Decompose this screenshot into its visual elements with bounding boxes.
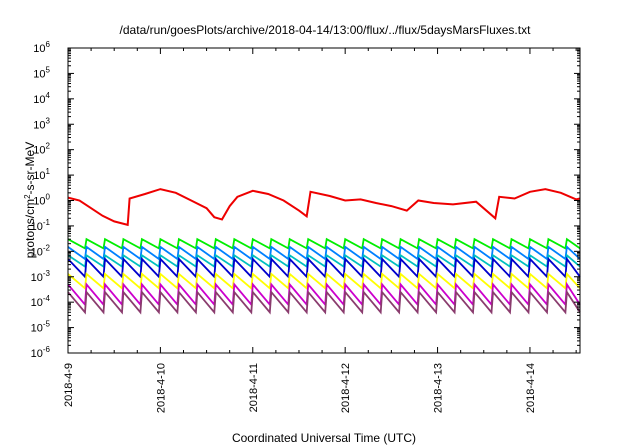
y-tick-label: 100 [33, 193, 50, 208]
series-line-3 [67, 245, 581, 261]
y-tick-base: 10 [31, 246, 43, 258]
y-tick-exponent: 6 [46, 40, 51, 49]
x-tick-label: 2018-4-10 [155, 363, 167, 413]
y-tick-exponent: -1 [43, 218, 51, 227]
y-tick-label: 10-5 [31, 320, 51, 335]
y-tick-base: 10 [33, 43, 45, 55]
y-tick-label: 105 [33, 65, 50, 80]
x-axis-label: Coordinated Universal Time (UTC) [232, 431, 416, 445]
chart-title: /data/run/goesPlots/archive/2018-04-14/1… [120, 23, 532, 37]
series-line-2 [67, 237, 581, 250]
y-tick-exponent: 2 [46, 142, 51, 151]
y-tick-base: 10 [33, 119, 45, 131]
y-tick-label: 102 [33, 142, 50, 157]
y-tick-exponent: -5 [43, 320, 51, 329]
y-axis-label-base: protons/cm [23, 199, 37, 258]
y-tick-label: 103 [33, 116, 50, 131]
y-tick-exponent: 0 [46, 193, 51, 202]
y-tick-exponent: -3 [43, 269, 51, 278]
x-tick-label: 2018-4-11 [248, 363, 260, 412]
y-tick-exponent: 5 [46, 65, 51, 74]
plot-frame [67, 47, 581, 354]
y-tick-label: 10-1 [31, 218, 51, 233]
plot-marks [67, 188, 581, 315]
y-axis-label-sup: 2 [23, 194, 32, 199]
y-tick-base: 10 [33, 145, 45, 157]
x-tick-label: 2018-4-14 [525, 363, 537, 413]
y-tick-label: 101 [33, 167, 50, 182]
y-tick-base: 10 [31, 323, 43, 335]
series-line-6 [67, 271, 581, 291]
x-axis: 2018-4-9 2018-4-10 2018-4-11 2018-4-12 2018-… [63, 48, 577, 413]
series-line-5 [67, 256, 581, 279]
y-tick-exponent: 4 [46, 91, 51, 100]
series-line-8 [67, 289, 581, 315]
y-tick-label: 10-3 [31, 269, 51, 284]
y-axis: 10-610-510-410-310-210-11001011021031041… [31, 40, 580, 360]
y-tick-base: 10 [33, 170, 45, 182]
y-tick-base: 10 [33, 68, 45, 80]
y-tick-exponent: -4 [43, 294, 51, 303]
x-tick-label: 2018-4-12 [340, 363, 352, 413]
y-tick-exponent: -2 [43, 243, 51, 252]
series-line-1 [67, 188, 581, 227]
y-tick-exponent: 3 [46, 116, 51, 125]
y-axis-label: protons/cm2-s-sr-MeV [23, 142, 38, 258]
y-tick-base: 10 [31, 297, 43, 309]
y-tick-label: 10-4 [31, 294, 51, 309]
y-tick-label: 106 [33, 40, 50, 55]
y-tick-base: 10 [31, 348, 43, 360]
y-tick-label: 10-6 [31, 345, 51, 360]
y-tick-exponent: -6 [43, 345, 51, 354]
y-tick-label: 104 [33, 91, 50, 106]
y-tick-base: 10 [33, 196, 45, 208]
x-tick-label: 2018-4-9 [63, 363, 75, 407]
y-tick-base: 10 [33, 94, 45, 106]
y-tick-label: 10-2 [31, 243, 51, 258]
y-tick-base: 10 [31, 272, 43, 284]
y-axis-label-rest: -s-sr-MeV [23, 142, 37, 195]
x-tick-label: 2018-4-13 [433, 363, 445, 413]
y-tick-base: 10 [31, 221, 43, 233]
y-tick-exponent: 1 [46, 167, 51, 176]
